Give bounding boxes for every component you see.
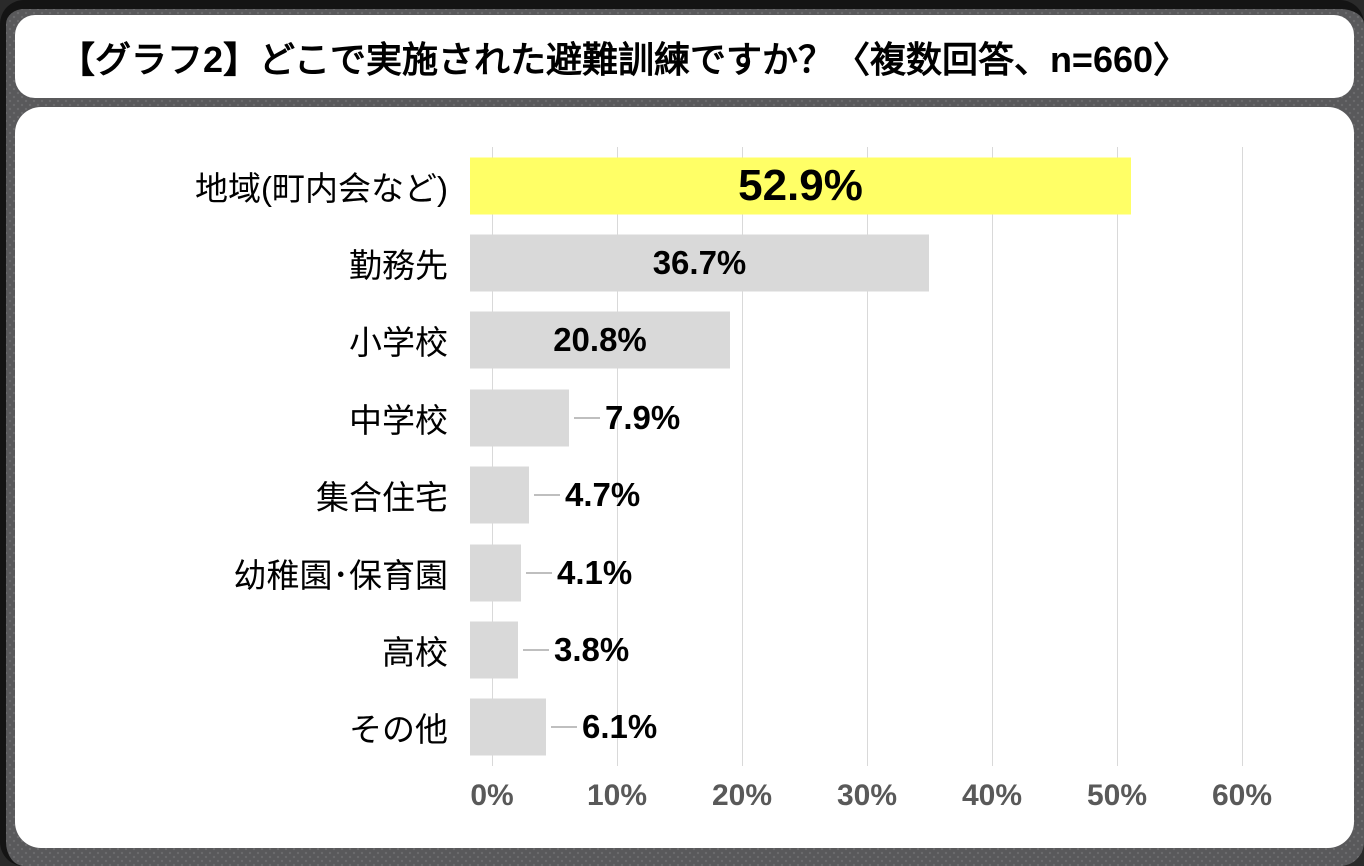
bar — [470, 698, 546, 756]
bar-rows: 地域(町内会など) 52.9% 勤務先 36.7% 小学校 20.8% 中学校 7.9% 集合住… — [15, 147, 1305, 766]
bar-track: 3.8% — [470, 611, 1305, 688]
category-label: 勤務先 — [349, 247, 448, 285]
gridline-10% — [617, 147, 618, 766]
bar — [470, 544, 521, 602]
x-tick-label: 60% — [1211, 779, 1273, 812]
gridline-20% — [742, 147, 743, 766]
bar-row: 勤務先 36.7% — [15, 224, 1305, 301]
category-label: その他 — [349, 711, 448, 749]
value-label: 36.7% — [652, 244, 747, 282]
bar-row: その他 6.1% — [15, 689, 1305, 766]
bar-track: 52.9% — [470, 147, 1305, 224]
x-tick-label: 0% — [470, 779, 514, 812]
value-label: 3.8% — [554, 630, 630, 668]
value-label: 20.8% — [553, 321, 647, 359]
bar-track: 20.8% — [470, 302, 1305, 379]
gridline-40% — [992, 147, 993, 766]
category-label: 地域(町内会など) — [195, 169, 448, 207]
bar — [470, 389, 569, 447]
bar — [470, 466, 529, 524]
x-tick-label: 30% — [836, 779, 898, 812]
x-tick-label: 20% — [711, 779, 773, 812]
category-label: 幼稚園･保育園 — [233, 556, 449, 594]
category-label: 中学校 — [349, 401, 448, 439]
gridline-60% — [1242, 147, 1243, 766]
bar-highlighted — [470, 157, 1131, 215]
x-tick-label: 10% — [586, 779, 648, 812]
bar — [470, 311, 730, 369]
value-label: 7.9% — [605, 398, 681, 436]
value-label: 52.9% — [738, 160, 863, 210]
value-label: 4.7% — [565, 476, 641, 514]
category-label: 小学校 — [349, 324, 448, 362]
leader-line — [526, 571, 552, 574]
bar-track: 4.1% — [470, 534, 1305, 611]
x-tick-label: 40% — [961, 779, 1023, 812]
value-label: 6.1% — [582, 708, 658, 746]
bar-track: 4.7% — [470, 457, 1305, 534]
gridlines — [492, 147, 1243, 766]
category-label: 高校 — [382, 633, 448, 671]
x-tick-label: 50% — [1086, 779, 1148, 812]
bar-row: 小学校 20.8% — [15, 302, 1305, 379]
leader-line — [574, 416, 600, 419]
gridline-50% — [1117, 147, 1118, 766]
bar — [470, 234, 929, 292]
x-axis: 0% 10% 20% 30% 40% 50% 60% — [470, 779, 1272, 819]
bar-track: 6.1% — [470, 689, 1305, 766]
bar — [470, 621, 518, 679]
bar-row: 高校 3.8% — [15, 611, 1305, 688]
bar-row: 中学校 7.9% — [15, 379, 1305, 456]
bar-track: 36.7% — [470, 224, 1305, 301]
category-label: 集合住宅 — [316, 479, 448, 517]
gridline-0% — [492, 147, 493, 766]
bar-row: 幼稚園･保育園 4.1% — [15, 534, 1305, 611]
chart-title: 【グラフ2】どこで実施された避難訓練ですか？〈複数回答、n=660〉 — [59, 38, 1190, 80]
title-panel: 【グラフ2】どこで実施された避難訓練ですか？〈複数回答、n=660〉 — [15, 15, 1354, 98]
bar-row: 集合住宅 4.7% — [15, 457, 1305, 534]
leader-line — [534, 494, 560, 497]
bar-track: 7.9% — [470, 379, 1305, 456]
bar-row: 地域(町内会など) 52.9% — [15, 147, 1305, 224]
leader-line — [551, 726, 577, 729]
gridline-30% — [867, 147, 868, 766]
value-label: 4.1% — [557, 553, 633, 591]
chart-panel: 地域(町内会など) 52.9% 勤務先 36.7% 小学校 20.8% 中学校 7.9% 集合住… — [15, 107, 1354, 848]
leader-line — [523, 648, 549, 651]
